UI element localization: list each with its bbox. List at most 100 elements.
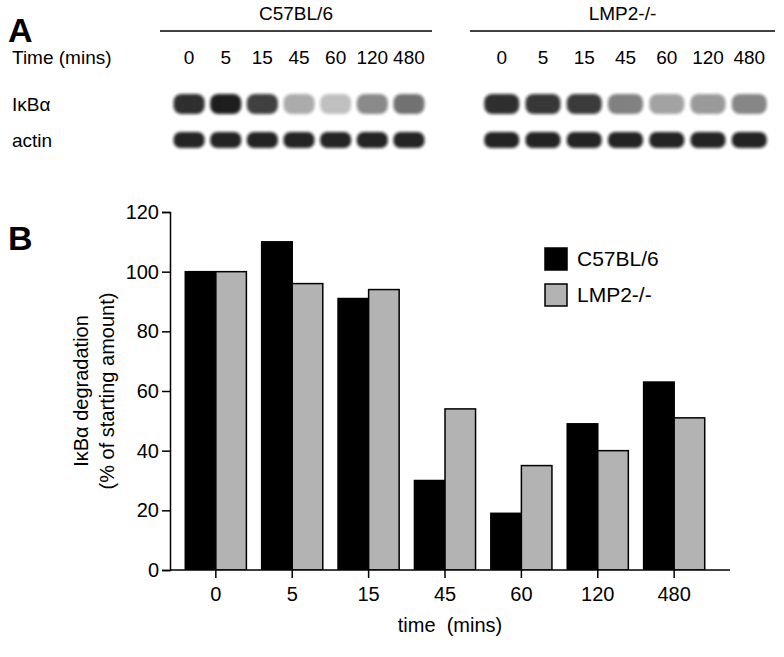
tick: 0 <box>210 570 221 605</box>
plot-area <box>185 242 704 570</box>
y-axis-title: IκBα degradation <box>70 315 92 467</box>
panel-label: B <box>8 219 33 257</box>
tick-mark <box>162 212 170 214</box>
legend-swatch <box>545 248 567 270</box>
lane-label: 0 <box>496 47 507 68</box>
figure: ATime (mins)IκBαactinC57BL/6051545601204… <box>0 0 784 657</box>
actin-band <box>690 132 725 148</box>
band <box>247 94 278 114</box>
bar <box>644 382 675 570</box>
band <box>484 94 519 114</box>
legend-label: LMP2-/- <box>577 283 652 306</box>
actin-band <box>567 132 602 148</box>
bar <box>445 409 476 570</box>
tick-mark <box>162 271 170 273</box>
tick-mark <box>444 570 446 578</box>
tick-label: 20 <box>137 499 159 521</box>
actin-band <box>210 132 241 148</box>
band <box>690 94 725 114</box>
time-label: Time (mins) <box>12 47 112 68</box>
tick: 60 <box>137 380 170 402</box>
band <box>608 94 643 114</box>
tick-mark <box>368 570 370 578</box>
actin-band <box>283 132 314 148</box>
tick: 40 <box>137 440 170 462</box>
band <box>393 94 424 114</box>
lane-label: 45 <box>288 47 309 68</box>
bar <box>521 466 552 570</box>
bar <box>674 418 705 570</box>
group-line <box>160 30 432 32</box>
group-line <box>470 30 775 32</box>
band <box>173 94 204 114</box>
panel-label: A <box>8 11 33 49</box>
panel-a: ATime (mins)IκBαactinC57BL/6051545601204… <box>8 3 775 151</box>
tick-mark <box>162 331 170 333</box>
tick-mark <box>162 391 170 393</box>
tick: 60 <box>510 570 532 605</box>
bar <box>369 290 400 570</box>
panel-b: B 0 20 40 60 80 100 120 0 5 15 45 60 120 480 time (mins… <box>8 201 730 636</box>
lane-label: 0 <box>184 47 195 68</box>
tick: 15 <box>357 570 379 605</box>
actin-band <box>357 132 388 148</box>
axis-line <box>162 213 171 571</box>
tick-mark <box>162 510 170 512</box>
tick-label: 5 <box>287 583 298 605</box>
tick: 45 <box>434 570 456 605</box>
group-label: C57BL/6 <box>259 3 333 24</box>
tick-label: 0 <box>148 559 159 581</box>
band <box>732 94 767 114</box>
axis-line <box>170 569 730 571</box>
tick-mark <box>162 570 170 572</box>
bar <box>262 242 293 570</box>
lane-label: 480 <box>393 47 425 68</box>
actin-band <box>732 132 767 148</box>
lane-label: 5 <box>220 47 231 68</box>
bar <box>414 481 445 571</box>
actin-band <box>484 132 519 148</box>
tick-label: 120 <box>126 201 159 223</box>
lane-label: 60 <box>656 47 677 68</box>
lane-label: 15 <box>574 47 595 68</box>
lane-label: 120 <box>356 47 388 68</box>
lane-label: 5 <box>538 47 549 68</box>
tick: 20 <box>137 499 170 521</box>
row-label: IκBα <box>12 94 50 115</box>
tick: 5 <box>287 570 298 605</box>
actin-band <box>649 132 684 148</box>
tick-label: 120 <box>581 583 614 605</box>
x-axis-title: time (mins) <box>398 614 502 636</box>
y-axis-title: (% of starting amount) <box>96 293 118 490</box>
tick: 100 <box>126 261 170 283</box>
tick-label: 60 <box>510 583 532 605</box>
band <box>320 94 351 114</box>
tick-label: 100 <box>126 261 159 283</box>
tick-label: 15 <box>357 583 379 605</box>
tick-mark <box>162 450 170 452</box>
actin-band <box>320 132 351 148</box>
x-axis: 0 5 15 45 60 120 480 <box>170 570 730 605</box>
bar <box>216 272 247 570</box>
tick-label: 80 <box>137 320 159 342</box>
tick-label: 45 <box>434 583 456 605</box>
tick: 120 <box>581 570 614 605</box>
tick: 480 <box>657 570 690 605</box>
lane-label: 45 <box>615 47 636 68</box>
lane-label: 15 <box>252 47 273 68</box>
row-label: actin <box>12 130 52 151</box>
actin-band <box>608 132 643 148</box>
tick: 80 <box>137 320 170 342</box>
band <box>283 94 314 114</box>
lane-label: 480 <box>733 47 765 68</box>
band <box>210 94 241 114</box>
tick-mark <box>521 570 523 578</box>
legend-label: C57BL/6 <box>577 247 659 270</box>
lane-label: 120 <box>692 47 724 68</box>
tick: 0 <box>148 559 170 581</box>
tick-mark <box>215 570 217 578</box>
legend-swatch <box>545 284 567 306</box>
band <box>525 94 560 114</box>
band <box>567 94 602 114</box>
tick: 120 <box>126 201 170 223</box>
